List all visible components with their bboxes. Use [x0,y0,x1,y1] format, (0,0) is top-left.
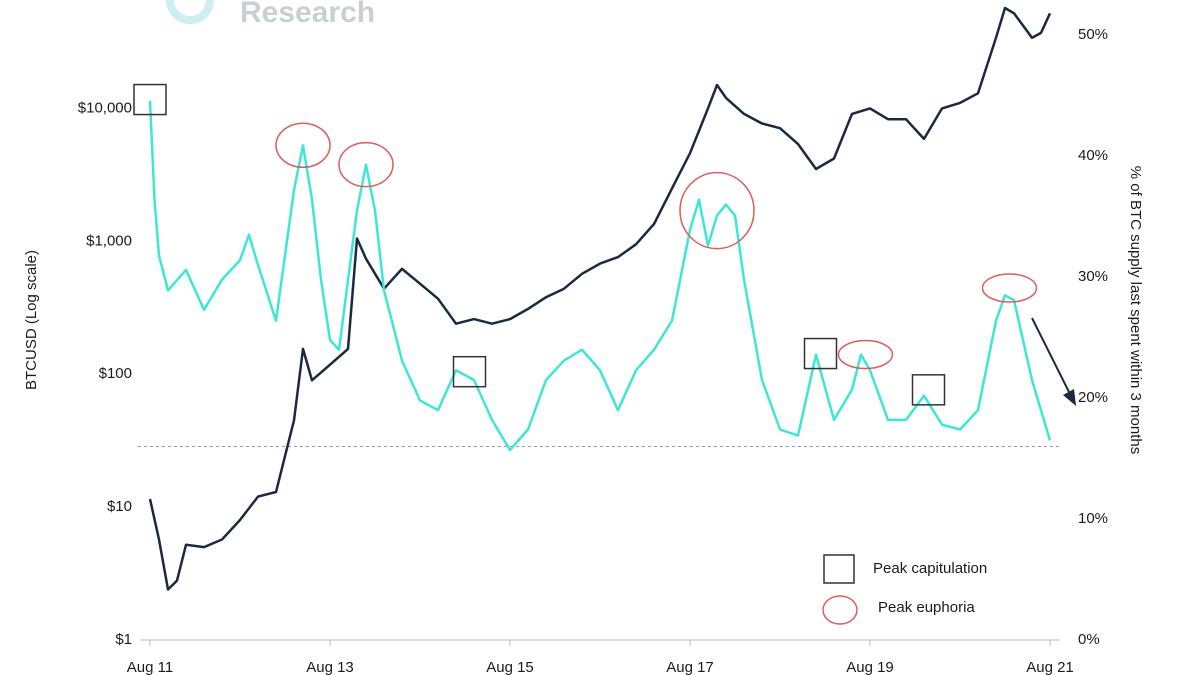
logo-text: Research [240,0,375,29]
x-tick-label: Aug 11 [127,659,173,675]
euphoria-marker [275,122,331,169]
legend-label: Peak capitulation [873,560,987,577]
y2-axis-label: % of BTC supply last spent within 3 mont… [1127,166,1144,454]
y2-tick-label: 20% [1078,389,1108,406]
euphoria-marker [981,273,1038,303]
euphoria-marker [338,141,394,188]
legend-square [823,554,855,584]
capitulation-marker [452,355,487,388]
capitulation-marker [133,83,167,116]
y2-tick-label: 40% [1078,147,1108,164]
legend-label: Peak euphoria [878,599,975,616]
y2-tick-label: 50% [1078,26,1108,43]
y-tick-label: $1 [115,631,132,648]
capitulation-marker [803,337,838,370]
arrow [1031,317,1073,399]
x-tick-label: Aug 13 [306,659,354,675]
x-tick-label: Aug 17 [666,659,714,675]
logo-icon [166,0,214,24]
y2-tick-label: 0% [1078,631,1100,648]
y2-tick-label: 30% [1078,268,1108,285]
y-axis-label: BTCUSD (Log scale) [23,250,40,390]
euphoria-marker [837,339,894,370]
euphoria-marker [679,171,755,250]
x-tick-label: Aug 21 [1026,659,1074,675]
series-line [148,100,1052,452]
series-line [148,6,1052,591]
legend-circle [822,595,858,625]
x-tick-label: Aug 19 [846,659,894,675]
x-tick-label: Aug 15 [486,659,534,675]
y-tick-label: $10,000 [78,99,132,116]
capitulation-marker [911,374,946,406]
arrow-head [1063,389,1076,406]
y2-tick-label: 10% [1078,510,1108,527]
y-tick-label: $10 [107,498,132,515]
y-tick-label: $1,000 [86,232,132,249]
y-tick-label: $100 [99,365,132,382]
